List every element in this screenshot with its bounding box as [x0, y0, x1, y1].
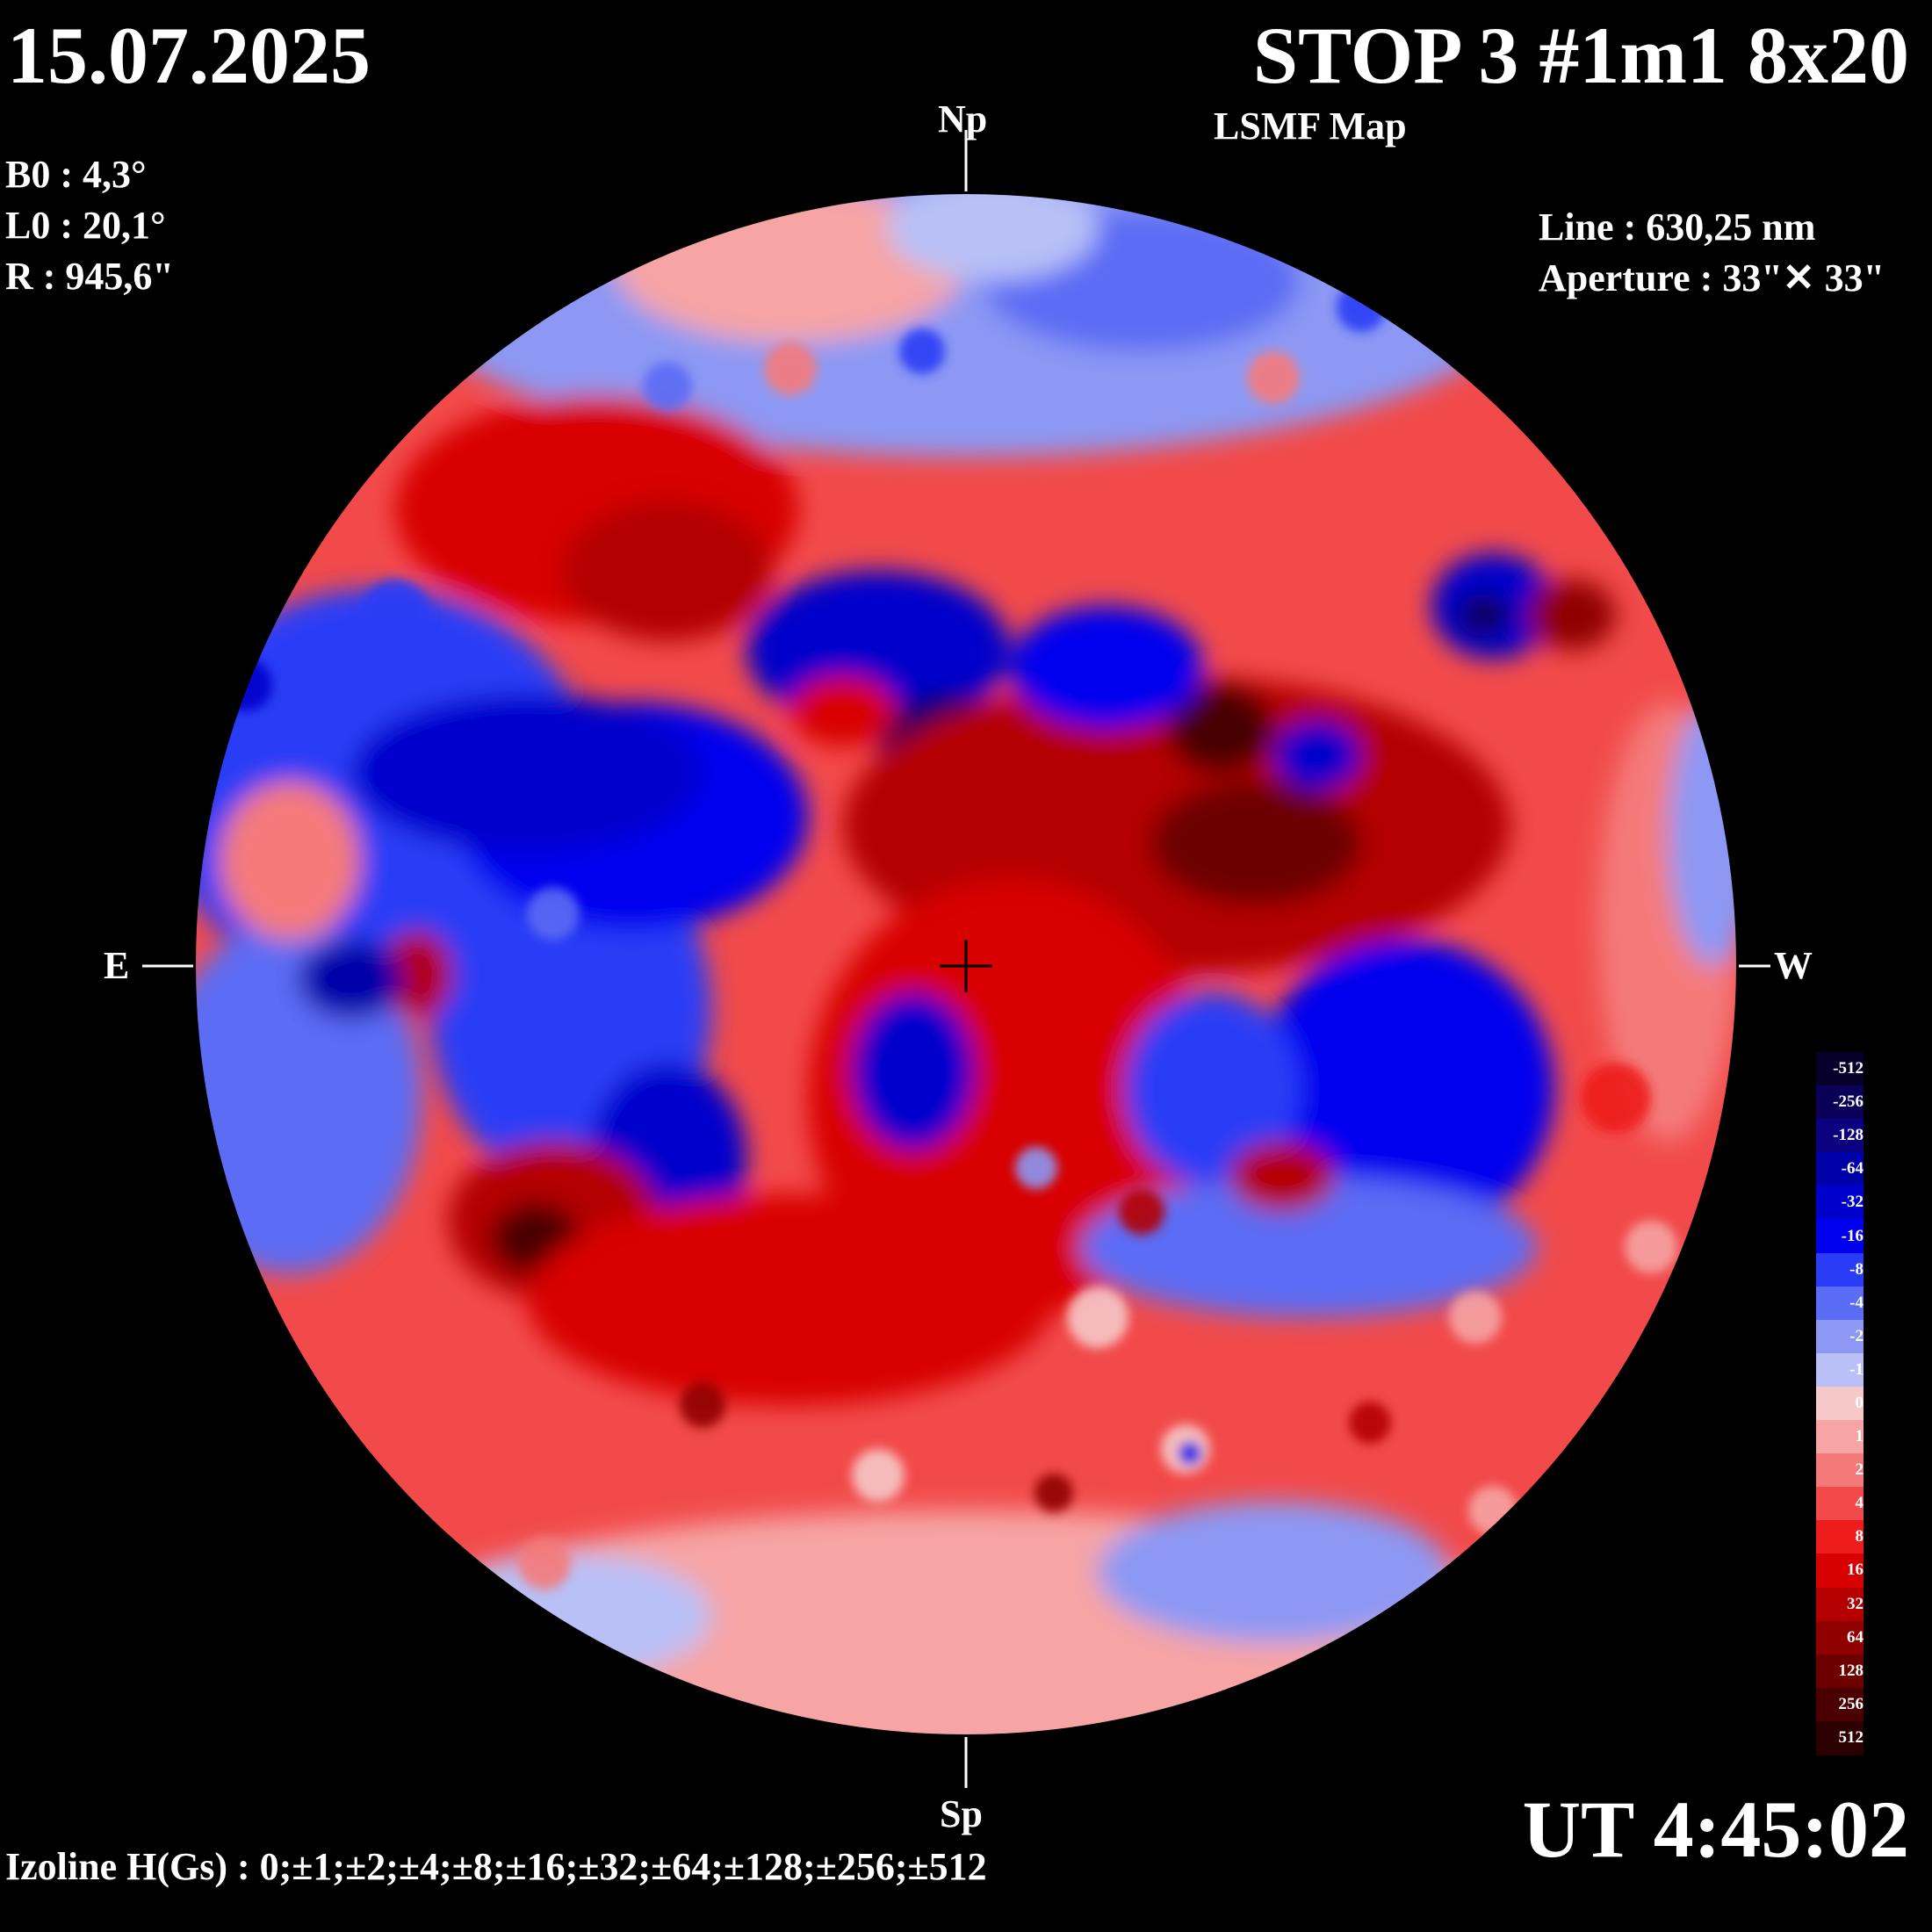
color-scale-label: -4: [1849, 1293, 1864, 1312]
color-scale-label: -512: [1833, 1059, 1864, 1078]
color-scale-label: 1: [1855, 1427, 1864, 1446]
color-scale-legend: -512 -256 -128 -64 -32 -16 -8 -4 -2 -1 0 1 2 4 8 16 32 64…: [1816, 1052, 1864, 1755]
color-scale-label: -256: [1833, 1092, 1864, 1112]
color-scale-swatch: [1816, 1587, 1864, 1622]
color-scale-swatch: [1816, 1453, 1864, 1489]
izoline-levels: Izoline H(Gs) : 0;±1;±2;±4;±8;±16;±32;±6…: [5, 1845, 987, 1888]
color-scale-swatch: [1816, 1554, 1864, 1589]
color-scale-label: 512: [1838, 1727, 1864, 1747]
color-scale-swatch: [1816, 1286, 1864, 1321]
color-scale-swatch: [1816, 1487, 1864, 1522]
color-scale-label: 8: [1855, 1527, 1864, 1546]
color-scale-label: -2: [1849, 1326, 1864, 1345]
color-scale-swatch: [1816, 1085, 1864, 1121]
north-pole-label: Np: [938, 97, 988, 141]
color-scale-swatch: [1816, 1520, 1864, 1555]
west-label: W: [1774, 944, 1813, 987]
color-scale-label: -32: [1841, 1193, 1864, 1212]
observation-date: 15.07.2025: [7, 11, 371, 100]
color-scale-swatch: [1816, 1219, 1864, 1254]
disk-edge: [194, 192, 1738, 1736]
radius-value: R : 945,6": [5, 255, 174, 298]
field-regions: [195, 193, 1737, 1735]
color-scale-swatch: [1816, 1720, 1864, 1755]
instrument-params: Line : 630,25 nm Aperture : 33"✕ 33": [1539, 202, 1885, 304]
color-scale-label: 2: [1855, 1460, 1864, 1480]
l0-value: L0 : 20,1°: [5, 204, 166, 247]
color-scale-swatch: [1816, 1620, 1864, 1655]
color-scale-label: 32: [1847, 1594, 1864, 1613]
color-scale-label: -1: [1849, 1359, 1864, 1379]
color-scale-swatch: [1816, 1352, 1864, 1388]
spectral-line: Line : 630,25 nm: [1539, 205, 1816, 249]
color-scale-label: 64: [1847, 1627, 1864, 1647]
color-scale-swatch: [1816, 1152, 1864, 1187]
map-title: STOP 3 #1m1 8x20: [1252, 11, 1909, 100]
color-scale-label: 128: [1838, 1661, 1864, 1680]
color-scale-label: 4: [1855, 1494, 1864, 1513]
color-scale-swatch: [1816, 1186, 1864, 1221]
color-scale-swatch: [1816, 1386, 1864, 1422]
color-scale-label: -128: [1833, 1126, 1864, 1145]
color-scale-label: 16: [1847, 1561, 1864, 1580]
aperture-size: Aperture : 33"✕ 33": [1539, 256, 1885, 299]
disk-center-cross: [940, 940, 992, 992]
color-scale-label: -64: [1841, 1159, 1864, 1179]
color-scale-swatch: [1816, 1654, 1864, 1689]
color-scale-swatch: [1816, 1119, 1864, 1154]
ephemeris-params: B0 : 4,3° L0 : 20,1° R : 945,6": [5, 149, 174, 302]
color-scale-label: -16: [1841, 1226, 1864, 1245]
small-scale-texture: [220, 283, 1677, 1590]
map-subtitle: LSMF Map: [1214, 105, 1407, 148]
b0-value: B0 : 4,3°: [5, 153, 147, 196]
ut-time: UT 4:45:02: [1522, 1784, 1909, 1874]
south-pole-label: Sp: [940, 1792, 983, 1835]
color-scale-label: -8: [1849, 1259, 1864, 1279]
color-scale-swatch: [1816, 1252, 1864, 1287]
east-label: E: [104, 944, 130, 987]
color-scale-swatch: [1816, 1420, 1864, 1455]
color-scale-label: 256: [1838, 1694, 1864, 1713]
color-scale-swatch: [1816, 1687, 1864, 1722]
color-scale-swatch: [1816, 1052, 1864, 1087]
color-scale-label: 0: [1855, 1394, 1864, 1412]
color-scale-swatch: [1816, 1319, 1864, 1354]
